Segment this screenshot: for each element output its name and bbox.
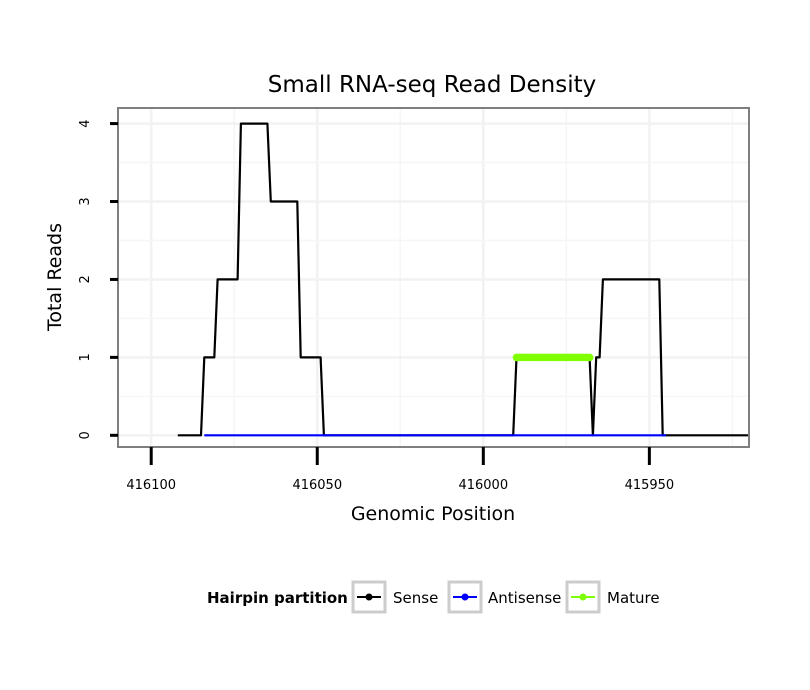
y-tick-label: 3 — [78, 197, 93, 205]
plot-panel-border — [117, 107, 750, 448]
x-axis-title: Genomic Position — [351, 503, 515, 525]
legend-point-antisense — [461, 593, 469, 601]
legend-item-antisense: Antisense — [447, 580, 561, 614]
legend-point-mature — [579, 593, 587, 601]
y-tick-label: 0 — [78, 431, 93, 439]
grid — [118, 108, 749, 447]
legend: Hairpin partition Sense Antisense Mature — [207, 580, 660, 614]
legend-label-mature: Mature — [607, 589, 660, 607]
legend-title: Hairpin partition — [207, 589, 348, 607]
x-tick-label: 416000 — [458, 478, 508, 493]
chart-title: Small RNA-seq Read Density — [268, 72, 597, 98]
legend-point-sense — [365, 593, 373, 601]
y-axis-title: Total Reads — [44, 223, 66, 332]
legend-label-antisense: Antisense — [488, 589, 561, 607]
legend-item-mature: Mature — [565, 580, 660, 614]
y-tick-label: 2 — [78, 275, 93, 283]
x-tick-label: 416100 — [126, 478, 176, 493]
legend-label-sense: Sense — [393, 589, 438, 607]
y-tick-label: 4 — [78, 119, 93, 127]
mature-point — [585, 353, 594, 362]
x-axis: 416100 416050 416000 415950 — [126, 447, 674, 493]
legend-item-sense: Sense — [351, 580, 438, 614]
y-tick-label: 1 — [78, 353, 93, 361]
series-layer — [177, 122, 749, 437]
x-tick-label: 416050 — [292, 478, 342, 493]
y-axis: 0 1 2 3 4 — [78, 119, 118, 439]
x-tick-label: 415950 — [625, 478, 675, 493]
